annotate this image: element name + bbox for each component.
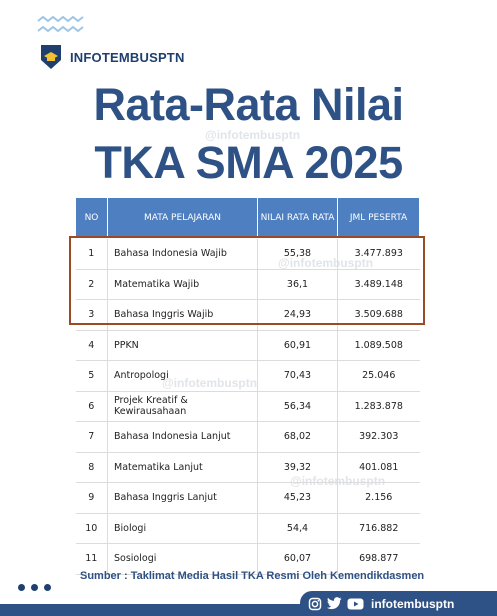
- page-title-line2: TKA SMA 2025: [94, 137, 403, 188]
- row-subject: Bahasa Inggris Wajib: [107, 299, 258, 331]
- row-no: 6: [75, 391, 108, 422]
- table-row: 6 Projek Kreatif & Kewirausahaan 56,34 1.28…: [75, 391, 420, 422]
- row-subject: PPKN: [107, 330, 258, 361]
- row-average: 36,1: [257, 269, 338, 300]
- row-average: 45,23: [257, 482, 338, 514]
- youtube-icon: [347, 598, 364, 609]
- row-no: 8: [75, 452, 108, 483]
- table-row: 11 Sosiologi 60,07 698.877: [75, 543, 420, 575]
- header-subject: MATA PELAJARAN: [107, 197, 258, 239]
- social-bar: infotembusptn: [300, 591, 497, 616]
- row-subject: Bahasa Inggris Lanjut: [107, 482, 258, 514]
- row-average: 39,32: [257, 452, 338, 483]
- brand-name: INFOTEMBUSPTN: [70, 49, 185, 65]
- row-participants: 3.509.688: [337, 299, 420, 331]
- row-no: 9: [75, 482, 108, 514]
- row-average: 24,93: [257, 299, 338, 331]
- twitter-icon: [327, 597, 342, 610]
- brand: INFOTEMBUSPTN: [40, 44, 185, 70]
- row-participants: 401.081: [337, 452, 420, 483]
- table-row: 3 Bahasa Inggris Wajib 24,93 3.509.688: [75, 299, 420, 331]
- logo-shield-icon: [41, 45, 61, 69]
- row-average: 68,02: [257, 421, 338, 453]
- row-participants: 3.477.893: [337, 238, 420, 270]
- footer-bar: [0, 604, 300, 616]
- table-row: 2 Matematika Wajib 36,1 3.489.148: [75, 269, 420, 300]
- row-average: 54,4: [257, 513, 338, 544]
- table-row: 7 Bahasa Indonesia Lanjut 68,02 392.303: [75, 421, 420, 453]
- header-participants: JML PESERTA: [337, 197, 420, 239]
- table-row: 4 PPKN 60,91 1.089.508: [75, 330, 420, 361]
- wave-decoration: [37, 16, 84, 33]
- dots-decoration: [18, 584, 51, 591]
- row-average: 56,34: [257, 391, 338, 422]
- row-participants: 1.283.878: [337, 391, 420, 422]
- row-participants: 25.046: [337, 360, 420, 392]
- row-participants: 3.489.148: [337, 269, 420, 300]
- table-header-row: NO MATA PELAJARAN NILAI RATA RATA JML PE…: [75, 197, 420, 239]
- row-average: 70,43: [257, 360, 338, 392]
- row-no: 7: [75, 421, 108, 453]
- row-subject: Bahasa Indonesia Wajib: [107, 238, 258, 270]
- instagram-icon: [308, 597, 322, 610]
- row-average: 55,38: [257, 238, 338, 270]
- table-row: 9 Bahasa Inggris Lanjut 45,23 2.156: [75, 482, 420, 514]
- row-no: 11: [75, 543, 108, 575]
- row-no: 1: [75, 238, 108, 270]
- watermark: @infotembusptn: [205, 128, 301, 142]
- row-subject: Sosiologi: [107, 543, 258, 575]
- row-no: 2: [75, 269, 108, 300]
- header-no: NO: [75, 197, 108, 239]
- social-handle: infotembusptn: [371, 596, 455, 611]
- row-no: 10: [75, 513, 108, 544]
- row-no: 3: [75, 299, 108, 331]
- row-subject: Bahasa Indonesia Lanjut: [107, 421, 258, 453]
- row-subject: Matematika Lanjut: [107, 452, 258, 483]
- table-row: 8 Matematika Lanjut 39,32 401.081: [75, 452, 420, 483]
- scores-table: NO MATA PELAJARAN NILAI RATA RATA JML PE…: [75, 197, 420, 575]
- table-row: 10 Biologi 54,4 716.882: [75, 513, 420, 544]
- table-row: 1 Bahasa Indonesia Wajib 55,38 3.477.893: [75, 238, 420, 270]
- row-subject: Biologi: [107, 513, 258, 544]
- source-note: Sumber : Taklimat Media Hasil TKA Resmi …: [80, 570, 425, 582]
- row-average: 60,07: [257, 543, 338, 575]
- row-participants: 698.877: [337, 543, 420, 575]
- page-title-line1: Rata-Rata Nilai: [93, 79, 404, 130]
- row-average: 60,91: [257, 330, 338, 361]
- row-subject: Matematika Wajib: [107, 269, 258, 300]
- table-row: 5 Antropologi 70,43 25.046: [75, 360, 420, 392]
- row-subject: Projek Kreatif & Kewirausahaan: [107, 391, 258, 422]
- highlight-box: [69, 236, 425, 325]
- row-participants: 1.089.508: [337, 330, 420, 361]
- row-no: 4: [75, 330, 108, 361]
- row-participants: 392.303: [337, 421, 420, 453]
- row-no: 5: [75, 360, 108, 392]
- row-subject: Antropologi: [107, 360, 258, 392]
- header-average: NILAI RATA RATA: [257, 197, 338, 239]
- row-participants: 716.882: [337, 513, 420, 544]
- row-participants: 2.156: [337, 482, 420, 514]
